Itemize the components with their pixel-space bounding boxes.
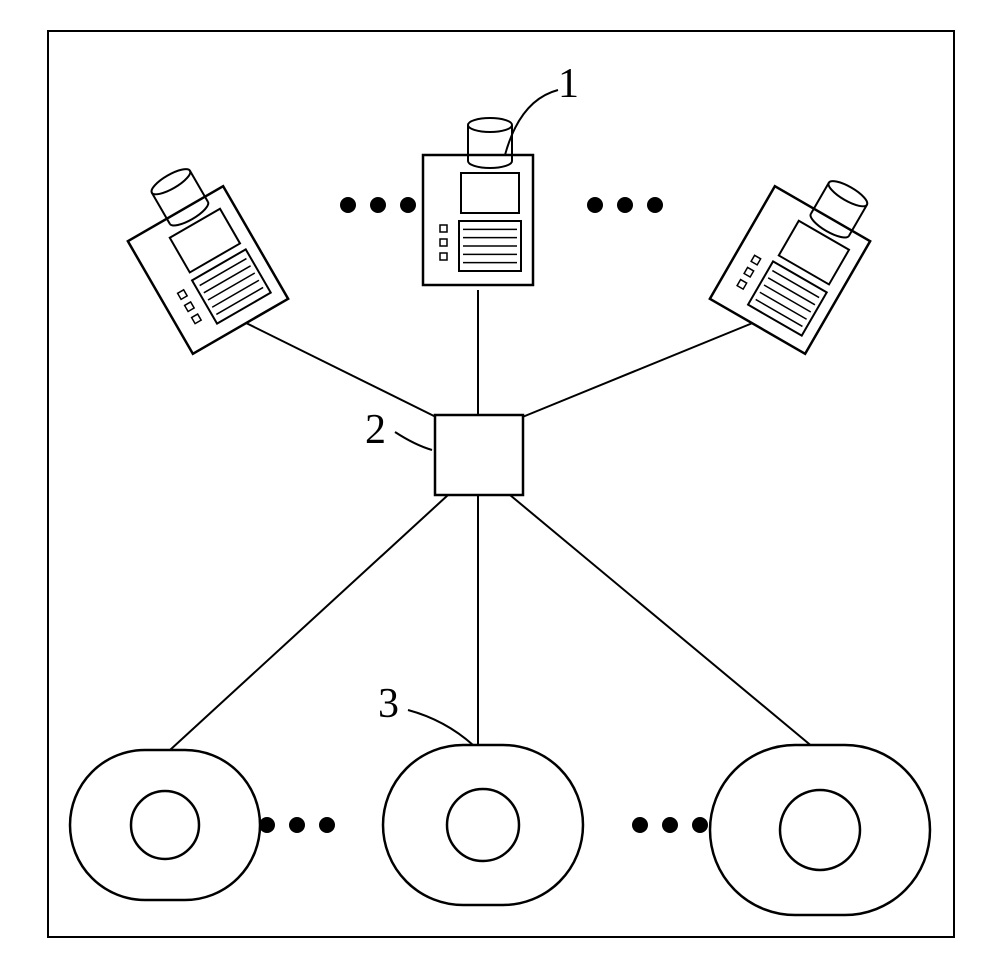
hub-node xyxy=(435,415,523,495)
diagram-svg xyxy=(0,0,1000,971)
diagram-canvas: 1 2 3 xyxy=(0,0,1000,971)
device-nodes xyxy=(109,118,888,354)
label-1: 1 xyxy=(558,60,579,108)
pod-nodes xyxy=(70,745,930,915)
label-2: 2 xyxy=(365,406,386,454)
label-3: 3 xyxy=(378,680,399,728)
connectors xyxy=(170,290,820,753)
